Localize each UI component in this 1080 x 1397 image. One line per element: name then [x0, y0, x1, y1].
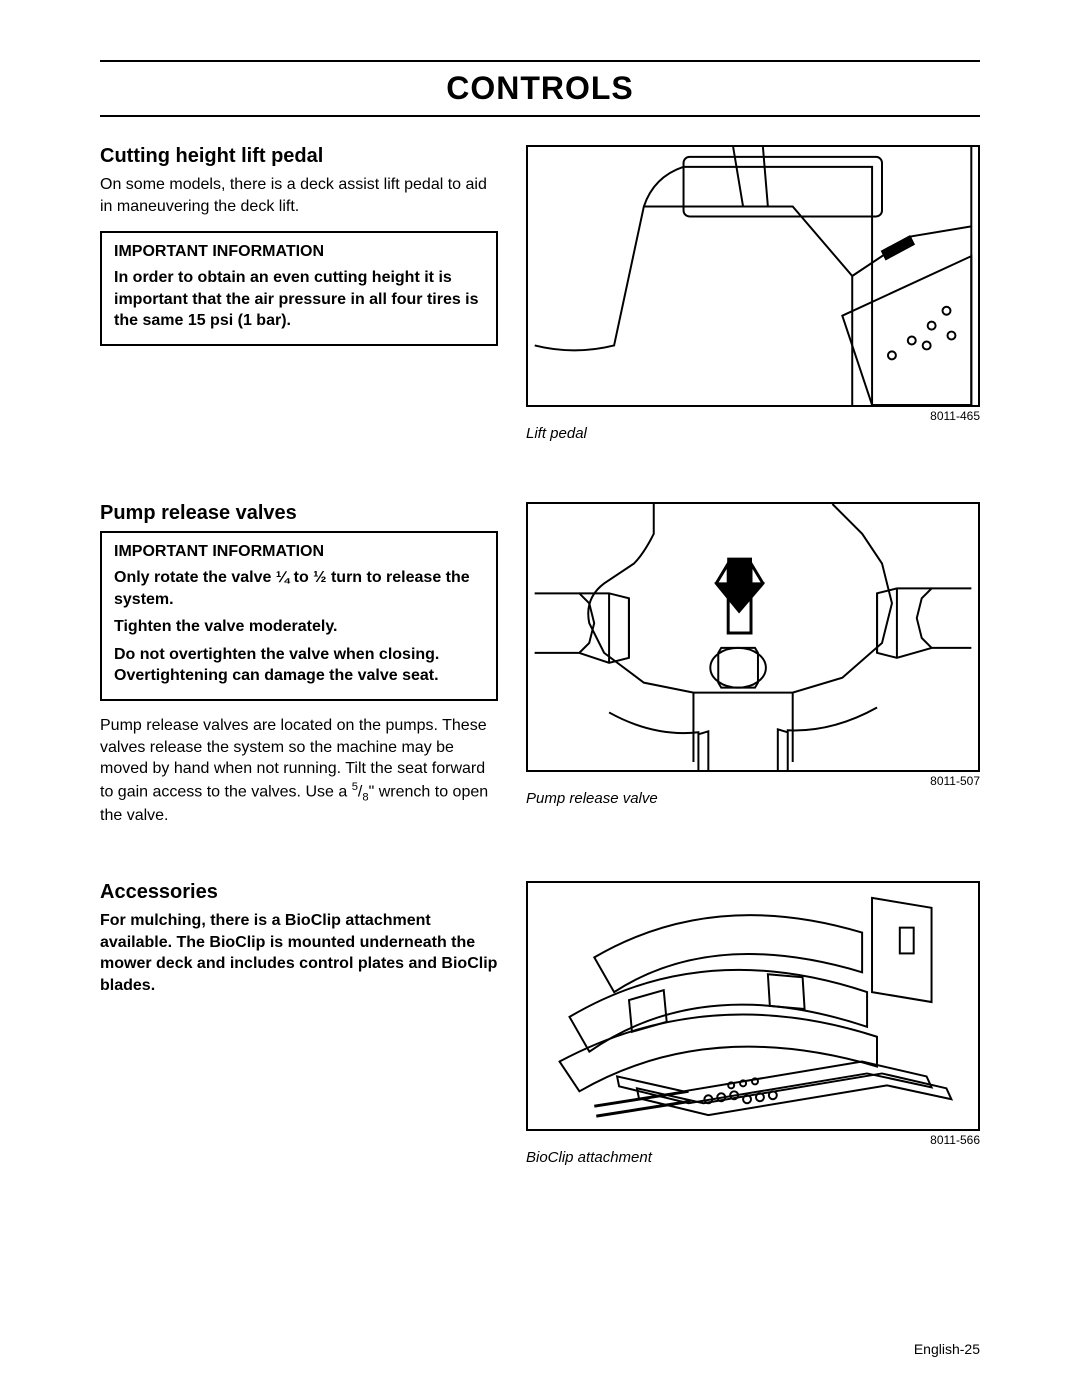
- section2-info-p3: Do not overtighten the valve when closin…: [114, 644, 484, 687]
- bioclip-icon: [528, 883, 978, 1129]
- section2-title: Pump release valves: [100, 502, 498, 525]
- section2-left: Pump release valves IMPORTANT INFORMATIO…: [100, 502, 498, 841]
- section2-info-label: IMPORTANT INFORMATION: [114, 543, 484, 561]
- section1-info-text: In order to obtain an even cutting heigh…: [114, 267, 484, 332]
- section-cutting-height: Cutting height lift pedal On some models…: [100, 145, 980, 442]
- figure-bioclip: [526, 881, 980, 1131]
- section3-body: For mulching, there is a BioClip attachm…: [100, 910, 498, 996]
- page-header: CONTROLS: [100, 60, 980, 117]
- section1-left: Cutting height lift pedal On some models…: [100, 145, 498, 442]
- section1-title: Cutting height lift pedal: [100, 145, 498, 168]
- frac-num: 5: [352, 781, 358, 793]
- section3-right: 8011-566 BioClip attachment: [526, 881, 980, 1166]
- pump-valve-icon: [528, 504, 978, 770]
- lift-pedal-icon: [528, 147, 978, 405]
- section3-fig-caption: BioClip attachment: [526, 1149, 980, 1166]
- section1-info-box: IMPORTANT INFORMATION In order to obtain…: [100, 231, 498, 346]
- section2-info-p1: Only rotate the valve ¼ to ½ turn to rel…: [114, 567, 484, 610]
- page-footer: English-25: [914, 1341, 980, 1357]
- section-accessories: Accessories For mulching, there is a Bio…: [100, 881, 980, 1166]
- footer-page: 25: [964, 1341, 980, 1357]
- section2-info-box: IMPORTANT INFORMATION Only rotate the va…: [100, 531, 498, 701]
- section2-right: 8011-507 Pump release valve: [526, 502, 980, 841]
- section1-fig-caption: Lift pedal: [526, 425, 980, 442]
- figure-lift-pedal: [526, 145, 980, 407]
- section1-right: 8011-465 Lift pedal: [526, 145, 980, 442]
- section1-body: On some models, there is a deck assist l…: [100, 174, 498, 217]
- section3-fig-num: 8011-566: [526, 1133, 980, 1147]
- section2-body: Pump release valves are located on the p…: [100, 715, 498, 827]
- section2-fig-num: 8011-507: [526, 774, 980, 788]
- section2-info-text: Only rotate the valve ¼ to ½ turn to rel…: [114, 567, 484, 687]
- section3-left: Accessories For mulching, there is a Bio…: [100, 881, 498, 1166]
- section2-info-p2: Tighten the valve moderately.: [114, 616, 484, 638]
- section1-info-label: IMPORTANT INFORMATION: [114, 243, 484, 261]
- section2-fig-caption: Pump release valve: [526, 790, 980, 807]
- page-title: CONTROLS: [100, 70, 980, 107]
- section3-title: Accessories: [100, 881, 498, 904]
- footer-lang: English-: [914, 1341, 965, 1357]
- section1-fig-num: 8011-465: [526, 409, 980, 423]
- section-pump-valves: Pump release valves IMPORTANT INFORMATIO…: [100, 502, 980, 841]
- figure-pump-valve: [526, 502, 980, 772]
